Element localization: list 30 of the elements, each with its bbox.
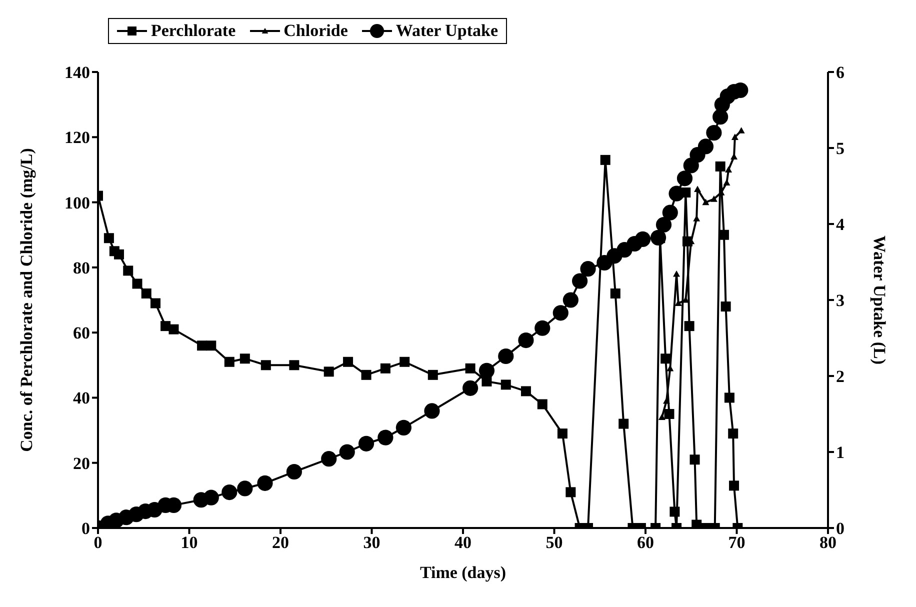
y-tick-label: 0 bbox=[82, 519, 90, 538]
x-tick-label: 70 bbox=[728, 533, 746, 552]
y2-tick-label: 5 bbox=[836, 139, 844, 158]
x-axis-title: Time (days) bbox=[420, 563, 506, 582]
x-tick-label: 0 bbox=[94, 533, 102, 552]
y2-tick-label: 0 bbox=[836, 519, 844, 538]
y2-tick-label: 4 bbox=[836, 215, 845, 234]
y-tick-label: 100 bbox=[64, 193, 90, 212]
x-tick-label: 10 bbox=[180, 533, 198, 552]
legend-label: Water Uptake bbox=[394, 21, 498, 41]
y2-tick-label: 6 bbox=[836, 63, 844, 82]
x-tick-label: 50 bbox=[546, 533, 563, 552]
y-tick-label: 40 bbox=[73, 388, 90, 408]
y-axis-title: Conc. of Perchlorate and Chloride (mg/L) bbox=[17, 148, 36, 452]
y-tick-label: 20 bbox=[73, 454, 90, 473]
y2-tick-label: 2 bbox=[836, 367, 844, 386]
x-tick-label: 20 bbox=[272, 533, 289, 552]
y-tick-label: 80 bbox=[73, 258, 90, 278]
y2-tick-label: 1 bbox=[836, 443, 844, 462]
y-tick-label: 140 bbox=[64, 63, 90, 82]
x-tick-label: 60 bbox=[637, 533, 654, 552]
x-tick-label: 80 bbox=[820, 533, 836, 552]
legend-label: Chloride bbox=[282, 21, 348, 41]
x-tick-label: 40 bbox=[454, 533, 472, 552]
y2-axis-title: Water Uptake (L) bbox=[870, 235, 889, 365]
x-tick-label: 30 bbox=[363, 533, 380, 552]
legend-label: Perchlorate bbox=[150, 21, 236, 41]
y-tick-label: 120 bbox=[64, 128, 90, 148]
y2-tick-label: 3 bbox=[836, 291, 844, 310]
y-tick-label: 60 bbox=[73, 324, 90, 343]
